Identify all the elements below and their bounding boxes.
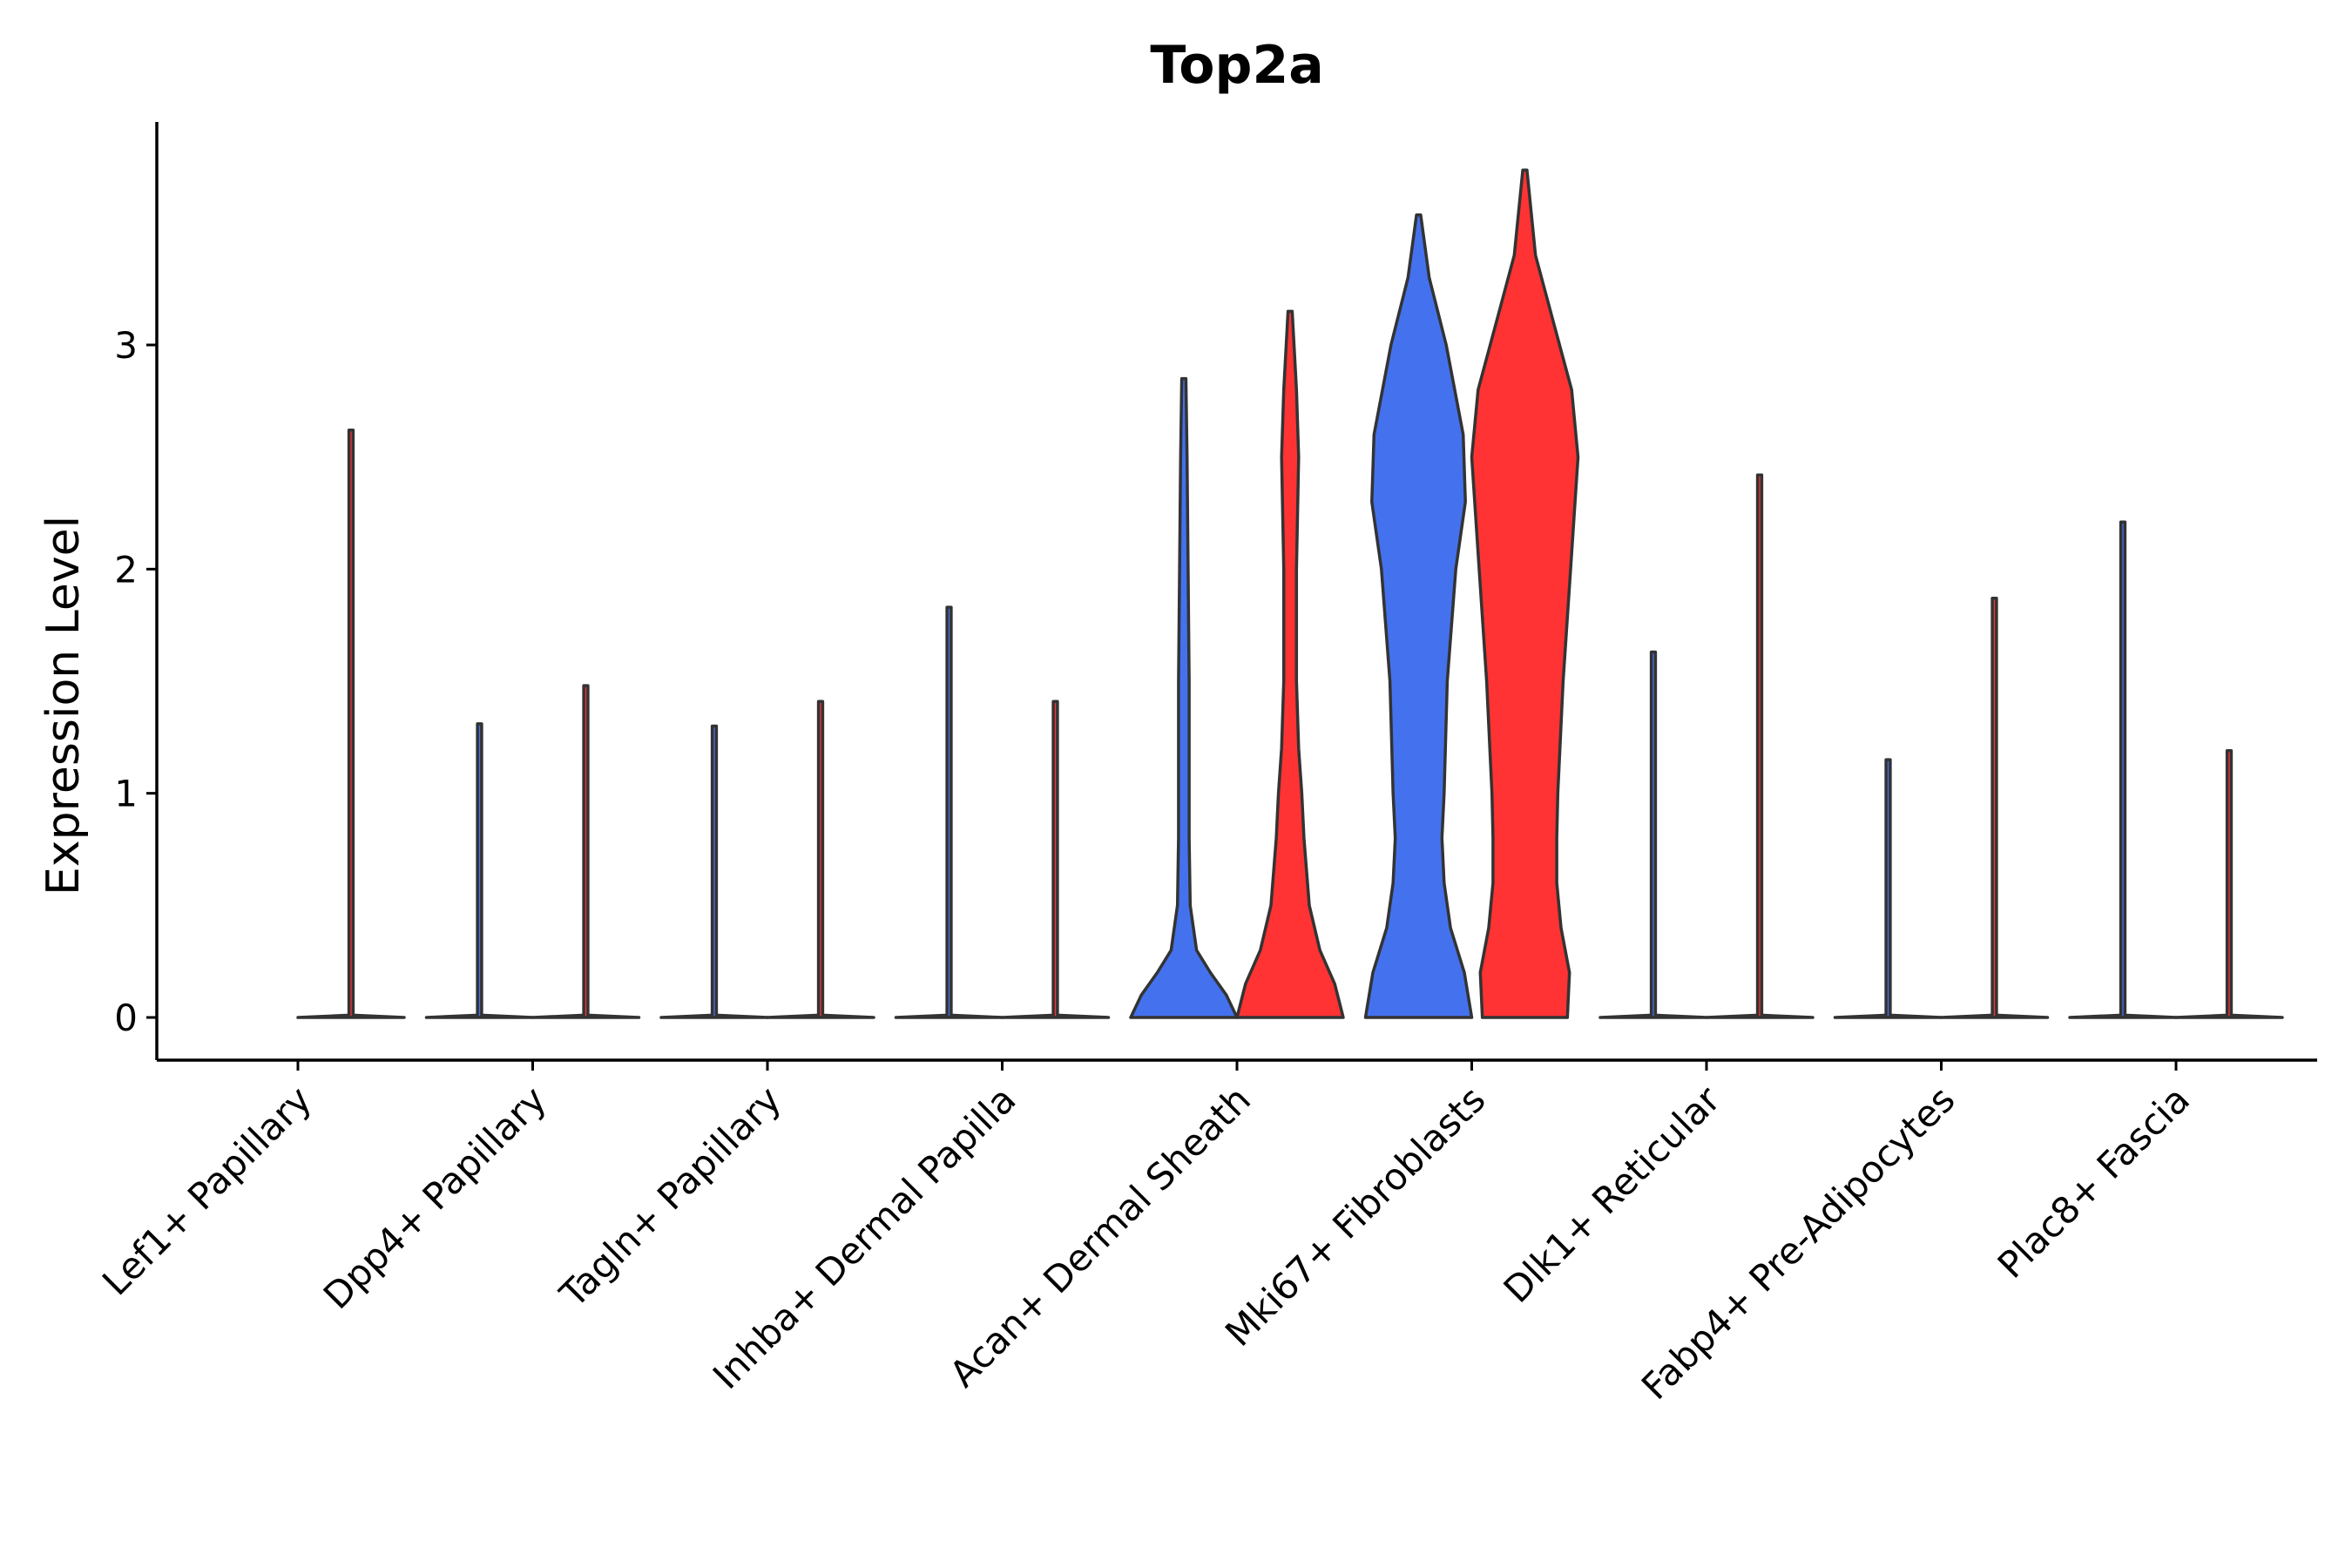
violin-left — [1363, 213, 1474, 1019]
violin-right — [1939, 597, 2050, 1019]
violin-right — [2174, 749, 2284, 1019]
violin-right — [766, 700, 875, 1019]
violin-left — [1598, 650, 1708, 1019]
x-tick-label: Lef1+ Papillary — [94, 1078, 320, 1303]
violin-series — [296, 168, 2284, 1019]
violin-right — [1705, 473, 1815, 1019]
violin-right — [1000, 700, 1111, 1019]
x-tick-label: Plac8+ Fascia — [1990, 1078, 2198, 1286]
y-axis-ticks: 0 1 2 3 — [114, 324, 157, 1039]
violin-right — [296, 429, 406, 1019]
x-tick-label: Dlk1+ Reticular — [1496, 1078, 1729, 1311]
x-tick-label: Tagln+ Papillary — [551, 1078, 789, 1315]
y-axis-label: Expression Level — [37, 516, 90, 896]
violin-left — [659, 724, 769, 1019]
violin-left — [424, 722, 535, 1019]
y-tick-label: 2 — [114, 548, 138, 591]
violin-left — [1129, 376, 1239, 1019]
violin-left — [2068, 520, 2178, 1019]
x-tick-label: Mki67+ Fibroblasts — [1217, 1078, 1493, 1354]
chart-title: Top2a — [1150, 35, 1323, 96]
violin-right — [531, 684, 641, 1019]
y-tick-label: 1 — [114, 773, 138, 815]
violin-right — [1470, 168, 1580, 1019]
y-tick-label: 0 — [114, 997, 138, 1039]
y-tick-label: 3 — [114, 324, 138, 367]
violin-left — [1833, 758, 1943, 1019]
x-tick-label: Dpp4+ Papillary — [315, 1078, 555, 1317]
violin-right — [1235, 309, 1345, 1019]
violin-left — [894, 605, 1004, 1019]
